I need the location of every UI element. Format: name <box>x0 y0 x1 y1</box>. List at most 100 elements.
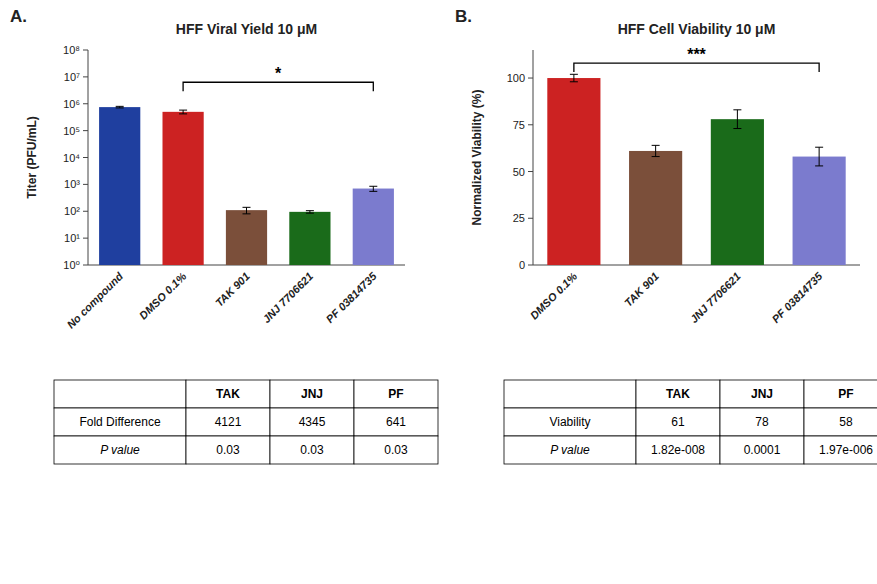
table-text: 0.0001 <box>744 443 781 457</box>
table-text: 61 <box>671 415 685 429</box>
x-ticks: DMSO 0.1%TAK 901JNJ 7706621PF 03814735 <box>528 269 826 325</box>
bar <box>162 112 203 265</box>
y-axis-label: Titer (PFU/mL) <box>25 116 39 198</box>
table-text: 0.03 <box>384 443 408 457</box>
bar <box>226 210 267 265</box>
table-text: 1.97e-006 <box>819 443 873 457</box>
table-text: P value <box>550 443 590 457</box>
error-bar <box>116 106 124 108</box>
y-ticks: 10⁰10¹10²10³10⁴10⁵10⁶10⁷10⁸ <box>63 44 88 271</box>
table-cell <box>54 380 186 408</box>
table-cell <box>354 380 438 408</box>
error-bar <box>815 147 823 166</box>
x-tick-label: PF 03814735 <box>769 269 825 325</box>
table-text: 4345 <box>299 415 326 429</box>
table-cell <box>636 408 720 436</box>
bar <box>793 157 846 265</box>
y-tick-label: 10¹ <box>64 232 80 244</box>
table-cell <box>720 408 804 436</box>
y-tick-label: 10³ <box>64 178 80 190</box>
panel-label: B. <box>455 7 472 26</box>
table-cell <box>720 436 804 464</box>
table-cell <box>54 408 186 436</box>
y-tick-label: 0 <box>519 259 525 271</box>
table-header: PF <box>388 387 403 401</box>
table-cell <box>804 408 877 436</box>
x-tick-label: No compound <box>64 270 125 331</box>
table-text: 1.82e-008 <box>651 443 705 457</box>
y-tick <box>528 78 533 79</box>
significance-text: * <box>275 65 282 82</box>
table-header: JNJ <box>751 387 773 401</box>
table-text: 641 <box>386 415 406 429</box>
table-header: TAK <box>216 387 240 401</box>
y-tick-label: 25 <box>513 212 525 224</box>
panel: A.HFF Viral Yield 10 μMTiter (PFU/mL)10⁰… <box>10 7 405 331</box>
table-cell <box>804 380 877 408</box>
y-tick-label: 10⁴ <box>63 152 80 164</box>
y-tick <box>83 157 88 158</box>
x-tick-label: DMSO 0.1% <box>528 270 580 322</box>
table-text: 4121 <box>215 415 242 429</box>
error-bar <box>306 211 314 213</box>
significance-bracket <box>183 82 373 91</box>
table-cell <box>54 436 186 464</box>
y-tick <box>528 265 533 266</box>
error-bar <box>733 110 741 129</box>
table: TAKJNJPFViability617858P value1.82e-0080… <box>504 380 877 464</box>
y-axis-line <box>88 50 89 265</box>
table-text: 0.03 <box>300 443 324 457</box>
table-cell <box>270 380 354 408</box>
y-axis-line <box>533 50 534 265</box>
table-text: P value <box>100 443 140 457</box>
y-tick <box>528 218 533 219</box>
panel-label: A. <box>10 7 27 26</box>
table-cell <box>504 436 636 464</box>
table-cell <box>636 380 720 408</box>
chart-title: HFF Cell Viability 10 μM <box>618 21 776 37</box>
y-axis-label: Normalized Viability (%) <box>470 90 484 226</box>
bar <box>547 78 600 265</box>
bars <box>547 74 845 265</box>
table-cell <box>636 436 720 464</box>
y-tick <box>83 265 88 266</box>
table-text: 78 <box>755 415 769 429</box>
significance-bracket <box>574 63 819 72</box>
bars <box>99 106 394 265</box>
y-tick-label: 10⁸ <box>63 44 80 56</box>
y-tick <box>83 184 88 185</box>
table-cell <box>186 436 270 464</box>
table-header: TAK <box>666 387 690 401</box>
y-tick <box>83 130 88 131</box>
background <box>0 0 877 584</box>
table-cell <box>504 380 636 408</box>
figure: A.HFF Viral Yield 10 μMTiter (PFU/mL)10⁰… <box>0 0 877 584</box>
y-tick <box>83 238 88 239</box>
table-text: Fold Difference <box>79 415 160 429</box>
x-tick-label: JNJ 7706621 <box>260 270 315 325</box>
y-tick-label: 10⁰ <box>63 259 80 271</box>
table-text: 0.03 <box>216 443 240 457</box>
y-tick-label: 50 <box>513 166 525 178</box>
table-text: Viability <box>549 415 590 429</box>
error-bar <box>652 145 660 156</box>
table-header: JNJ <box>301 387 323 401</box>
bar <box>353 189 394 265</box>
table-cell <box>270 436 354 464</box>
y-ticks: 0255075100 <box>507 72 533 271</box>
x-tick-label: TAK 901 <box>213 270 252 309</box>
y-tick-label: 10² <box>64 205 80 217</box>
bar <box>289 212 330 265</box>
y-tick <box>528 171 533 172</box>
x-tick-label: DMSO 0.1% <box>137 270 189 322</box>
bar <box>629 151 682 265</box>
error-bar <box>179 110 187 114</box>
table-cell <box>354 436 438 464</box>
y-tick <box>83 50 88 51</box>
panel: B. HFF Cell Viability 10 μM Normalized Via… <box>455 7 860 325</box>
bar <box>99 107 140 265</box>
y-tick <box>83 211 88 212</box>
significance-text: *** <box>687 46 706 63</box>
x-ticks: No compoundDMSO 0.1%TAK 901JNJ 7706621PF… <box>64 269 379 330</box>
error-bar <box>369 186 377 191</box>
